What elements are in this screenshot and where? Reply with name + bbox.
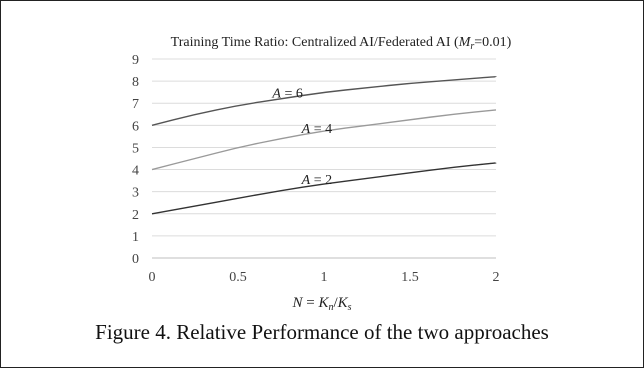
series-line (151, 109, 497, 171)
series-line (151, 162, 497, 215)
y-tick-label: 2 (132, 208, 139, 223)
line-chart: Training Time Ratio: Centralized AI/Fede… (132, 35, 512, 313)
series-labels: A = 6 A = 4 A = 2 (271, 87, 332, 188)
y-tick-label: 7 (132, 97, 139, 112)
y-tick-label: 3 (132, 186, 139, 201)
y-tick-label: 4 (132, 164, 139, 179)
x-tick-label: 0.5 (229, 270, 247, 285)
x-tick-label: 1 (321, 270, 328, 285)
x-tick-label: 1.5 (401, 270, 419, 285)
y-tick-label: 8 (132, 75, 139, 90)
y-tick-label: 9 (132, 53, 139, 68)
y-tick-label: 0 (132, 252, 139, 267)
x-axis-label: N = Kn/Ks (291, 295, 351, 313)
gridlines (152, 58, 496, 259)
y-axis-ticks: 0 1 2 3 4 5 6 7 8 9 (132, 53, 139, 267)
series-label: A = 2 (301, 173, 332, 188)
x-tick-label: 0 (149, 270, 156, 285)
series-lines (151, 75, 497, 215)
x-axis-ticks: 0 0.5 1 1.5 2 (149, 270, 500, 285)
figure-caption: Figure 4. Relative Performance of the tw… (95, 320, 549, 344)
y-tick-label: 1 (132, 230, 139, 245)
x-tick-label: 2 (493, 270, 500, 285)
series-label: A = 6 (271, 87, 302, 102)
y-tick-label: 6 (132, 119, 139, 134)
series-line (151, 75, 497, 126)
chart-title: Training Time Ratio: Centralized AI/Fede… (171, 35, 512, 52)
y-tick-label: 5 (132, 141, 139, 156)
series-label: A = 4 (301, 122, 332, 137)
